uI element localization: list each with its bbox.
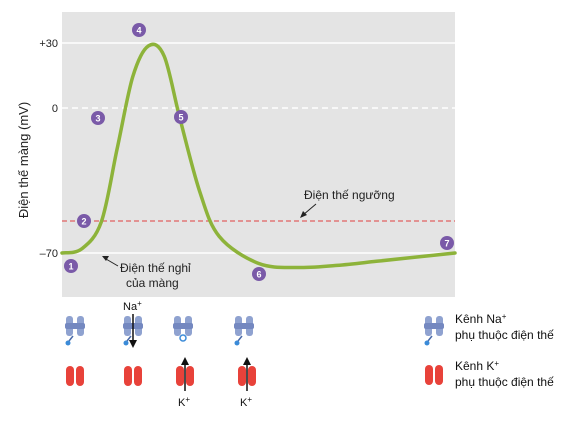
- legend-k-icon: [425, 365, 443, 385]
- svg-text:1: 1: [68, 262, 73, 272]
- plot-panel: [62, 12, 455, 297]
- k-channel-closed-2: [124, 366, 142, 386]
- y-tick-minus70: –70: [40, 248, 58, 260]
- svg-text:2: 2: [81, 217, 86, 227]
- na-channel-closed-2: [234, 316, 254, 346]
- resting-label-line2: của màng: [126, 276, 179, 290]
- phase-marker-3: 3: [91, 111, 105, 125]
- k-ion-label-2: K+: [240, 395, 252, 409]
- legend-na-line2: phụ thuộc điện thế: [455, 328, 554, 342]
- legend-na-line1: Kênh Na+: [455, 312, 507, 326]
- svg-text:3: 3: [95, 114, 100, 124]
- svg-text:5: 5: [178, 113, 183, 123]
- phase-marker-5: 5: [174, 110, 188, 124]
- k-efflux-arrowhead-2: [243, 357, 251, 365]
- na-channel-closed-1: [65, 316, 85, 346]
- action-potential-curve: [60, 42, 457, 270]
- k-ion-label-1: K+: [178, 395, 190, 409]
- resting-arrowhead: [102, 256, 109, 261]
- k-channel-closed-1: [66, 366, 84, 386]
- legend-k-line2: phụ thuộc điện thế: [455, 375, 554, 389]
- na-influx-arrowhead: [129, 340, 137, 348]
- na-ion-label: Na+: [123, 299, 142, 313]
- resting-label-line1: Điện thế nghỉ: [120, 261, 191, 275]
- na-channel-open: [123, 316, 143, 346]
- threshold-arrowhead: [300, 211, 307, 218]
- phase-marker-4: 4: [132, 23, 146, 37]
- y-tick-plus30: +30: [39, 38, 58, 50]
- y-axis-label: Điện thế màng (mV): [16, 102, 31, 218]
- resting-arrow: [105, 258, 119, 267]
- phase-marker-2: 2: [77, 214, 91, 228]
- phase-marker-7: 7: [440, 236, 454, 250]
- svg-text:7: 7: [444, 239, 449, 249]
- legend-na-icon: [424, 316, 444, 346]
- k-efflux-arrowhead-1: [181, 357, 189, 365]
- legend-k-line1: Kênh K+: [455, 359, 499, 373]
- phase-marker-1: 1: [64, 259, 78, 273]
- svg-text:6: 6: [256, 270, 261, 280]
- phase-marker-6: 6: [252, 267, 266, 281]
- svg-text:4: 4: [136, 26, 141, 36]
- y-tick-zero: 0: [52, 103, 58, 115]
- threshold-label: Điện thế ngưỡng: [304, 188, 395, 202]
- na-channel-inactivated: [173, 316, 193, 342]
